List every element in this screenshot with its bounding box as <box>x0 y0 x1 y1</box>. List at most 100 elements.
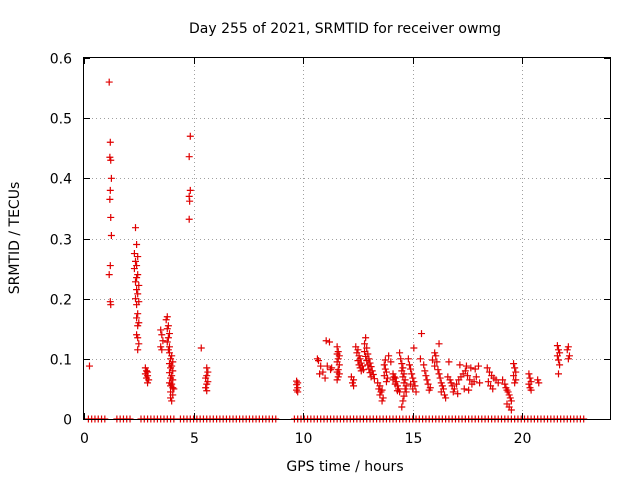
data-point <box>135 281 143 289</box>
data-point <box>565 352 573 360</box>
data-point <box>370 375 378 383</box>
data-point <box>105 271 113 279</box>
data-point <box>317 362 325 370</box>
data-point <box>107 231 115 239</box>
data-point <box>334 355 342 363</box>
data-point <box>535 379 543 387</box>
data-point <box>157 343 165 351</box>
data-point <box>133 301 141 309</box>
data-point <box>159 337 167 345</box>
data-point <box>133 331 141 339</box>
data-point <box>425 386 433 394</box>
data-point <box>134 346 142 354</box>
data-point <box>132 224 140 232</box>
data-point <box>410 344 418 352</box>
data-point <box>313 355 321 363</box>
data-point <box>157 326 165 334</box>
data-point <box>564 343 572 351</box>
data-point <box>399 364 407 372</box>
data-point <box>554 370 562 378</box>
data-point <box>442 394 450 402</box>
data-point <box>141 364 149 372</box>
data-point <box>185 215 193 223</box>
data-point <box>316 370 324 378</box>
data-point <box>421 367 429 375</box>
data-point <box>158 346 166 354</box>
data-point <box>433 358 441 366</box>
data-point <box>387 358 395 366</box>
data-point <box>357 367 365 375</box>
data-point <box>319 368 327 376</box>
data-point <box>134 271 142 279</box>
data-point <box>322 337 330 345</box>
data-point <box>527 386 535 394</box>
data-point <box>167 394 175 402</box>
data-point <box>105 78 113 86</box>
data-point <box>133 314 141 322</box>
data-point <box>407 380 415 388</box>
data-point <box>507 406 515 414</box>
data-point <box>348 379 356 387</box>
data-point <box>203 380 211 388</box>
data-point <box>505 391 513 399</box>
data-point <box>526 374 534 382</box>
y-tick-label: 0.2 <box>50 293 72 309</box>
data-point <box>435 370 443 378</box>
data-point <box>354 346 362 354</box>
data-point <box>132 278 140 286</box>
data-point <box>501 380 509 388</box>
data-point <box>436 374 444 382</box>
data-point <box>379 394 387 402</box>
data-point <box>202 384 210 392</box>
data-point <box>132 257 140 265</box>
data-point <box>107 213 115 221</box>
data-point <box>506 394 514 402</box>
data-point <box>164 322 172 330</box>
data-point <box>434 366 442 374</box>
data-point <box>525 380 533 388</box>
data-point <box>134 310 142 318</box>
data-point <box>453 380 461 388</box>
data-point <box>294 388 302 396</box>
data-point <box>134 253 142 261</box>
data-point <box>135 319 143 327</box>
data-point <box>134 322 142 330</box>
data-point <box>145 376 153 384</box>
data-point <box>170 385 178 393</box>
data-point <box>512 368 520 376</box>
data-point <box>133 286 141 294</box>
data-point <box>134 290 142 298</box>
y-tick-label: 0.4 <box>50 172 72 188</box>
data-point <box>402 382 410 390</box>
data-point <box>333 376 341 384</box>
x-axis-label: GPS time / hours <box>286 459 403 475</box>
data-point <box>107 301 115 309</box>
data-point <box>203 387 211 395</box>
data-point <box>471 365 479 373</box>
data-point <box>380 361 388 369</box>
data-point <box>106 138 114 146</box>
data-point <box>107 174 115 182</box>
data-point <box>499 376 507 384</box>
data-point <box>132 295 140 303</box>
data-point <box>461 367 469 375</box>
data-point <box>409 374 417 382</box>
data-point <box>325 338 333 346</box>
data-point <box>164 346 172 354</box>
data-point <box>462 362 470 370</box>
data-points <box>84 78 588 423</box>
data-point <box>553 352 561 360</box>
data-point <box>133 274 141 282</box>
axis-ticks: 0 0.1 0.2 0.3 0.4 0.5 0.6 0 5 10 15 20 <box>50 52 610 447</box>
data-point <box>510 360 518 368</box>
data-point <box>396 388 404 396</box>
data-point <box>328 364 336 372</box>
data-point <box>404 355 412 363</box>
data-point <box>534 376 542 384</box>
data-point <box>400 392 408 400</box>
data-point <box>564 355 572 363</box>
data-point <box>437 388 445 396</box>
data-point <box>204 368 212 376</box>
data-point <box>185 153 193 161</box>
data-point <box>399 397 407 405</box>
